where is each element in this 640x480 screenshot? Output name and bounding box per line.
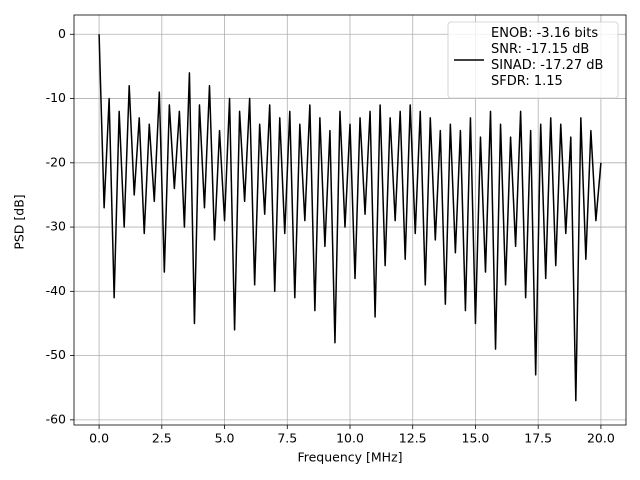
- x-tick-label: 15.0: [462, 431, 490, 446]
- legend-box: [447, 21, 619, 99]
- y-tick-label: -50: [46, 347, 66, 362]
- x-tick-label: 7.5: [277, 431, 297, 446]
- y-tick-label: -20: [46, 154, 66, 169]
- x-tick-label: 5.0: [215, 431, 235, 446]
- axes-frame: [73, 14, 627, 426]
- x-tick-label: 17.5: [524, 431, 552, 446]
- x-tick-label: 2.5: [152, 431, 172, 446]
- x-tick-label: 12.5: [399, 431, 427, 446]
- y-axis-label: PSD [dB]: [12, 194, 27, 249]
- y-tick-label: -60: [46, 411, 66, 426]
- x-tick-label: 10.0: [336, 431, 364, 446]
- y-tick-label: 0: [58, 26, 66, 41]
- y-tick-label: -10: [46, 90, 66, 105]
- legend-label: ENOB: -3.16 bits SNR: -17.15 dB SINAD: -…: [491, 26, 604, 89]
- y-tick-label: -30: [46, 219, 66, 234]
- y-tick-label: -40: [46, 283, 66, 298]
- psd-line: [98, 34, 602, 402]
- x-tick-label: 20.0: [587, 431, 615, 446]
- legend-entry: ENOB: -3.16 bits SNR: -17.15 dB SINAD: -…: [491, 26, 604, 89]
- x-axis-label: Frequency [MHz]: [297, 450, 402, 465]
- x-tick-label: 0.0: [89, 431, 109, 446]
